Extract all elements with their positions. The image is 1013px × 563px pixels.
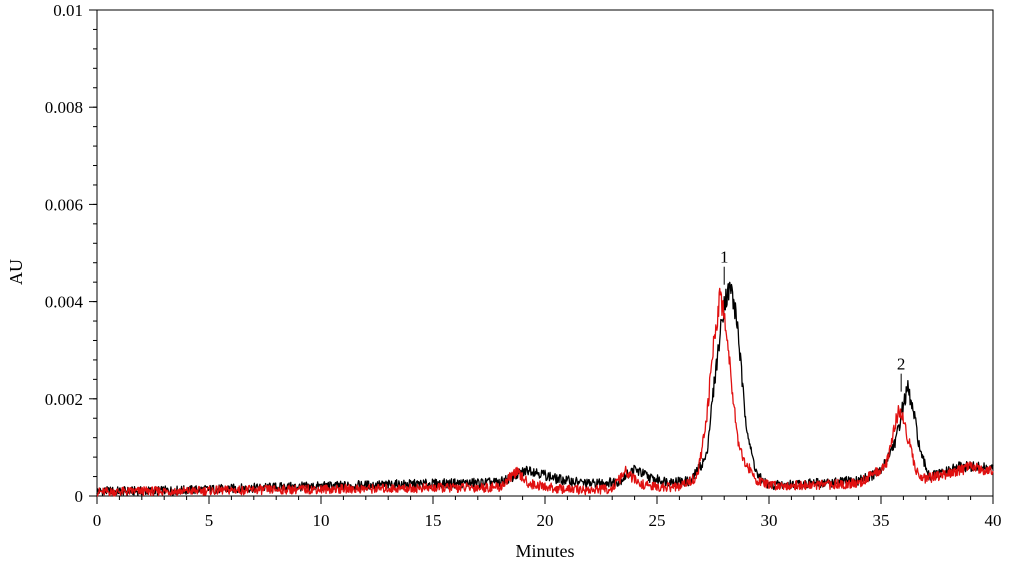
peak-label: 1 [720, 248, 729, 267]
y-tick-label: 0.01 [53, 1, 83, 20]
series-red-line [96, 287, 994, 497]
y-tick-label: 0.002 [45, 390, 83, 409]
x-tick-label: 20 [537, 511, 554, 530]
axes: 0 5 10 15 20 25 30 35 40 0 0.002 0.004 0.006 0.008 0.0… [45, 1, 1002, 530]
y-tick-label: 0 [75, 487, 84, 506]
peak-annotations: 12 [720, 248, 905, 392]
y-axis-title: AU [6, 259, 26, 285]
x-tick-label: 25 [649, 511, 666, 530]
x-tick-label: 0 [93, 511, 102, 530]
y-tick-label: 0.008 [45, 98, 83, 117]
plot-frame [96, 9, 994, 497]
x-tick-label: 40 [985, 511, 1002, 530]
x-tick-label: 10 [313, 511, 330, 530]
series-group [96, 281, 994, 497]
y-tick-label: 0.004 [45, 293, 84, 312]
peak-label: 2 [897, 355, 906, 374]
x-tick-label: 5 [205, 511, 214, 530]
x-tick-label: 15 [425, 511, 442, 530]
x-tick-label: 35 [873, 511, 890, 530]
series-black-line [96, 281, 994, 497]
x-axis-title: Minutes [515, 541, 574, 561]
y-tick-label: 0.006 [45, 195, 83, 214]
x-tick-label: 30 [761, 511, 778, 530]
